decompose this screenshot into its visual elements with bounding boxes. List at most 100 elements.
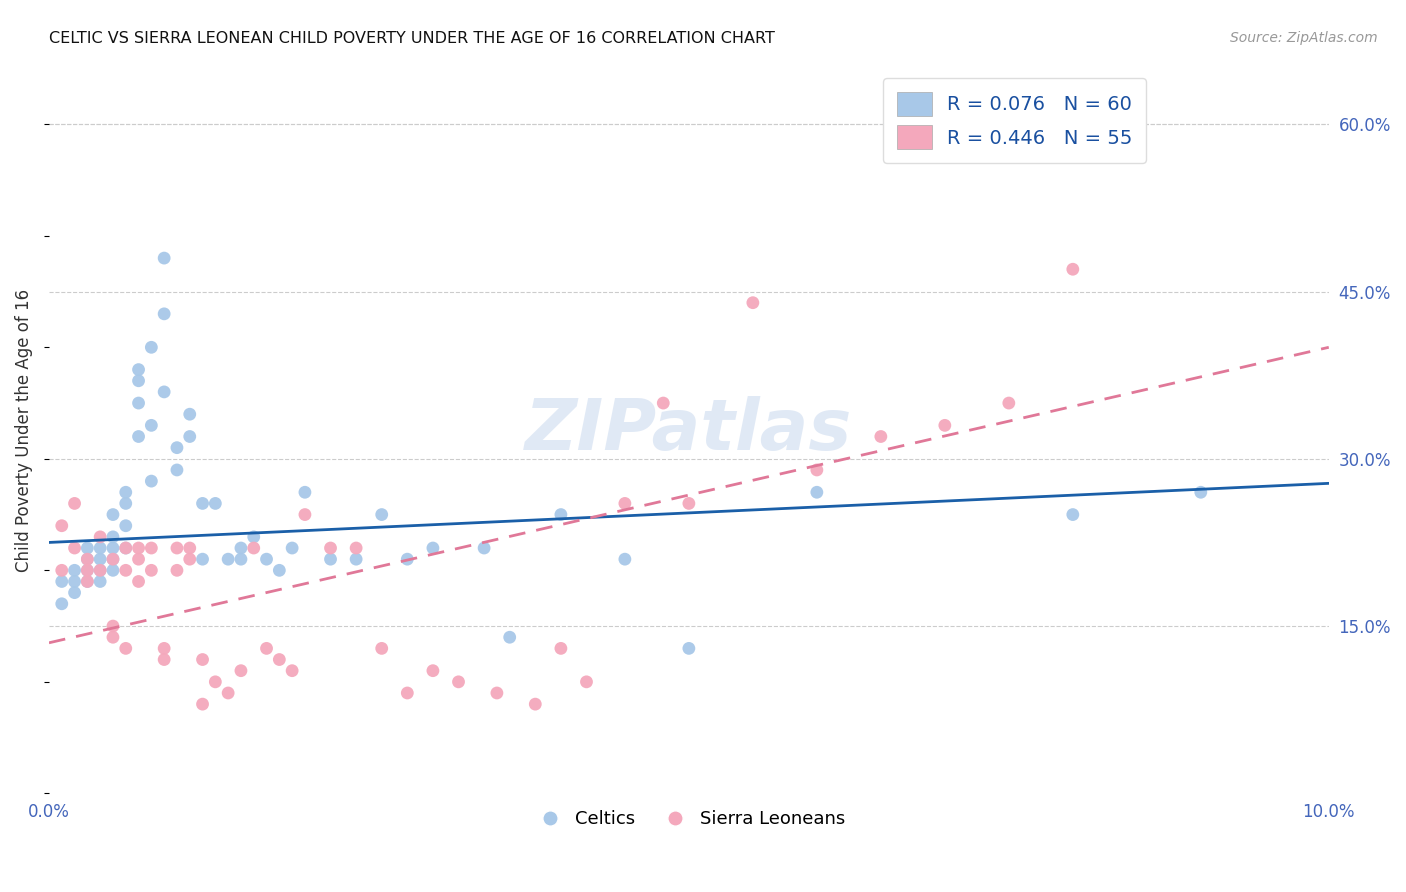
- Point: [652, 396, 675, 410]
- Point: [1062, 508, 1084, 522]
- Point: [63, 496, 86, 510]
- Point: [370, 641, 392, 656]
- Point: [256, 641, 278, 656]
- Point: [281, 664, 304, 678]
- Point: [128, 362, 150, 376]
- Point: [613, 496, 636, 510]
- Point: [191, 652, 214, 666]
- Point: [114, 541, 136, 555]
- Point: [141, 340, 163, 354]
- Point: [485, 686, 508, 700]
- Point: [89, 552, 111, 566]
- Point: [128, 429, 150, 443]
- Point: [166, 541, 188, 555]
- Point: [678, 641, 700, 656]
- Text: Source: ZipAtlas.com: Source: ZipAtlas.com: [1230, 31, 1378, 45]
- Point: [101, 630, 124, 644]
- Point: [128, 574, 150, 589]
- Point: [114, 496, 136, 510]
- Point: [141, 418, 163, 433]
- Point: [447, 674, 470, 689]
- Point: [128, 552, 150, 566]
- Point: [89, 563, 111, 577]
- Point: [204, 496, 226, 510]
- Y-axis label: Child Poverty Under the Age of 16: Child Poverty Under the Age of 16: [15, 289, 32, 573]
- Point: [128, 374, 150, 388]
- Point: [179, 407, 201, 421]
- Point: [114, 485, 136, 500]
- Point: [141, 563, 163, 577]
- Point: [114, 541, 136, 555]
- Point: [51, 574, 73, 589]
- Point: [63, 574, 86, 589]
- Point: [242, 541, 264, 555]
- Point: [422, 664, 444, 678]
- Point: [191, 496, 214, 510]
- Point: [294, 485, 316, 500]
- Point: [678, 496, 700, 510]
- Point: [806, 463, 828, 477]
- Point: [101, 552, 124, 566]
- Point: [422, 541, 444, 555]
- Point: [166, 441, 188, 455]
- Point: [550, 641, 572, 656]
- Point: [806, 485, 828, 500]
- Point: [141, 541, 163, 555]
- Point: [179, 541, 201, 555]
- Point: [179, 552, 201, 566]
- Point: [934, 418, 956, 433]
- Point: [128, 396, 150, 410]
- Legend: Celtics, Sierra Leoneans: Celtics, Sierra Leoneans: [524, 803, 853, 835]
- Point: [344, 541, 367, 555]
- Point: [101, 530, 124, 544]
- Point: [51, 563, 73, 577]
- Point: [114, 518, 136, 533]
- Point: [63, 585, 86, 599]
- Point: [114, 641, 136, 656]
- Point: [396, 686, 419, 700]
- Point: [153, 307, 176, 321]
- Point: [550, 508, 572, 522]
- Point: [89, 530, 111, 544]
- Point: [101, 619, 124, 633]
- Point: [76, 552, 98, 566]
- Point: [319, 541, 342, 555]
- Point: [242, 530, 264, 544]
- Point: [114, 563, 136, 577]
- Point: [101, 552, 124, 566]
- Point: [869, 429, 891, 443]
- Point: [575, 674, 598, 689]
- Point: [101, 508, 124, 522]
- Point: [63, 563, 86, 577]
- Point: [217, 552, 239, 566]
- Point: [499, 630, 522, 644]
- Point: [153, 652, 176, 666]
- Point: [613, 552, 636, 566]
- Point: [998, 396, 1021, 410]
- Point: [101, 541, 124, 555]
- Point: [344, 552, 367, 566]
- Point: [319, 552, 342, 566]
- Point: [153, 641, 176, 656]
- Point: [472, 541, 495, 555]
- Point: [217, 686, 239, 700]
- Point: [153, 384, 176, 399]
- Point: [256, 552, 278, 566]
- Point: [204, 674, 226, 689]
- Point: [101, 563, 124, 577]
- Point: [76, 552, 98, 566]
- Point: [89, 563, 111, 577]
- Point: [76, 541, 98, 555]
- Point: [141, 474, 163, 488]
- Point: [76, 563, 98, 577]
- Point: [1062, 262, 1084, 277]
- Point: [166, 463, 188, 477]
- Point: [166, 563, 188, 577]
- Point: [281, 541, 304, 555]
- Point: [229, 664, 252, 678]
- Point: [370, 508, 392, 522]
- Point: [1189, 485, 1212, 500]
- Point: [294, 508, 316, 522]
- Point: [76, 574, 98, 589]
- Point: [191, 552, 214, 566]
